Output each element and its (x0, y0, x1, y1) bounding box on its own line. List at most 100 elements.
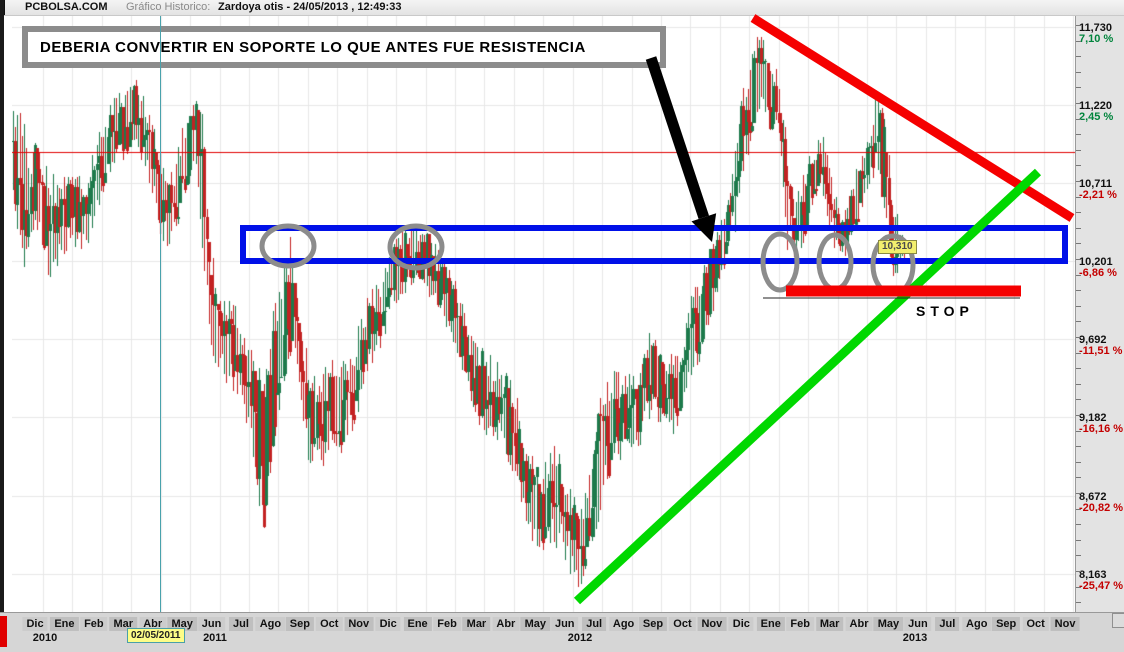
date-cursor-line (160, 16, 161, 612)
month-label: Sep (638, 617, 668, 631)
month-label: Ene (756, 617, 785, 631)
axis-tick (1076, 539, 1081, 541)
axis-tick (1076, 56, 1081, 58)
price-axis-label: 10,201 -6,86 % (1079, 256, 1117, 280)
axis-tick (1076, 243, 1081, 245)
axis-tick (1076, 321, 1081, 323)
price-axis-label: 8,672 -20,82 % (1079, 490, 1124, 514)
axis-tick (1076, 368, 1081, 370)
price-axis-label: 9,182 -16,16 % (1079, 412, 1124, 436)
month-label: Oct (669, 617, 696, 631)
month-label: Nov (697, 617, 727, 631)
month-label: Oct (316, 617, 343, 631)
annotation-text-box: DEBERIA CONVERTIR EN SOPORTE LO QUE ANTE… (22, 26, 666, 68)
month-label: Jun (904, 617, 932, 631)
price-axis: 11,730 7,10 % 11,220 2,45 % 10,711 -2,21 % 10,… (1075, 16, 1124, 612)
month-label: Mar (462, 617, 491, 631)
axis-tick (1076, 165, 1081, 167)
axis-tick (1076, 118, 1081, 120)
price-axis-label: 9,692 -11,51 % (1079, 334, 1123, 358)
axis-tick (1076, 571, 1081, 572)
axis-tick (1076, 555, 1081, 557)
axis-tick (1076, 259, 1081, 260)
axis-tick (1076, 87, 1081, 89)
axis-tick (1076, 508, 1081, 510)
axis-tick (1076, 40, 1081, 42)
axis-tick (1076, 399, 1081, 401)
scrollbar-button[interactable] (1112, 613, 1124, 628)
month-label: Jun (197, 617, 226, 631)
month-label: Jul (582, 617, 607, 631)
axis-tick (1076, 415, 1081, 416)
month-label: Oct (1022, 617, 1049, 631)
month-label: Jul (935, 617, 960, 631)
axis-tick (1076, 227, 1081, 229)
month-label: Sep (285, 617, 314, 631)
section-label: Gráfico Historico: (126, 1, 211, 13)
month-label: Jul (229, 617, 253, 631)
month-label: May (873, 617, 904, 631)
month-label: Ago (255, 617, 286, 631)
month-label: May (520, 617, 550, 631)
month-label: Jun (550, 617, 579, 631)
axis-tick (1076, 493, 1081, 494)
title-bar: PCBOLSA.COM Gráfico Historico: Zardoya o… (0, 0, 1124, 16)
month-label: Sep (992, 617, 1021, 631)
stop-label: STOP (916, 303, 974, 319)
month-label: Nov (1050, 617, 1080, 631)
axis-tick (1076, 383, 1081, 385)
month-label: Mar (815, 617, 844, 631)
axis-tick (1076, 181, 1081, 182)
month-label: Mar (109, 617, 138, 631)
axis-tick (1076, 25, 1081, 26)
axis-tick (1076, 602, 1081, 604)
price-axis-label: 10,711 -2,21 % (1079, 178, 1117, 202)
month-label: Abr (492, 617, 520, 631)
axis-tick (1076, 477, 1081, 479)
axis-tick (1076, 430, 1081, 432)
price-axis-label: 11,730 7,10 % (1079, 22, 1114, 45)
month-label: Ago (962, 617, 992, 631)
month-label: Feb (80, 617, 108, 631)
month-label: Nov (344, 617, 374, 631)
left-border (0, 0, 4, 612)
month-label: May (167, 617, 197, 631)
price-axis-label: 8,163 -25,47 % (1079, 568, 1124, 592)
axis-tick (1076, 274, 1081, 276)
axis-tick (1076, 71, 1081, 73)
month-label: Dic (22, 617, 48, 631)
axis-tick (1076, 305, 1081, 307)
month-label: Dic (375, 617, 401, 631)
year-label: 2012 (567, 632, 593, 644)
axis-tick (1076, 446, 1081, 448)
price-axis-label: 11,220 2,45 % (1079, 100, 1114, 124)
annotation-text: DEBERIA CONVERTIR EN SOPORTE LO QUE ANTE… (40, 38, 586, 56)
axis-tick (1076, 212, 1081, 214)
axis-tick (1076, 352, 1081, 354)
axis-tick (1076, 337, 1081, 338)
page-title: Zardoya otis - 24/05/2013 , 12:49:33 (218, 1, 402, 13)
year-label: 2013 (902, 632, 928, 644)
month-label: Ago (608, 617, 639, 631)
bottom-left-marker (0, 616, 7, 647)
month-label: Feb (433, 617, 461, 631)
axis-tick (1076, 524, 1081, 526)
month-label: Feb (786, 617, 814, 631)
axis-tick (1076, 134, 1081, 136)
brand-logo: PCBOLSA.COM (25, 1, 108, 13)
axis-tick (1076, 196, 1081, 198)
month-label: Abr (139, 617, 167, 631)
cursor-date-tag: 02/05/2011 (127, 628, 185, 643)
year-label: 2011 (203, 632, 227, 644)
time-axis: Dic Ene Feb Mar Abr May Jun Jul Ago Sep Oct Nov Dic E… (0, 612, 1124, 652)
month-label: Abr (845, 617, 873, 631)
year-label: 2010 (32, 632, 58, 644)
axis-tick (1076, 290, 1081, 292)
month-label: Ene (403, 617, 432, 631)
last-price-tag: 10,310 (878, 240, 917, 254)
axis-tick (1076, 149, 1081, 151)
axis-tick (1076, 461, 1081, 463)
month-label: Ene (50, 617, 79, 631)
axis-tick (1076, 103, 1081, 104)
